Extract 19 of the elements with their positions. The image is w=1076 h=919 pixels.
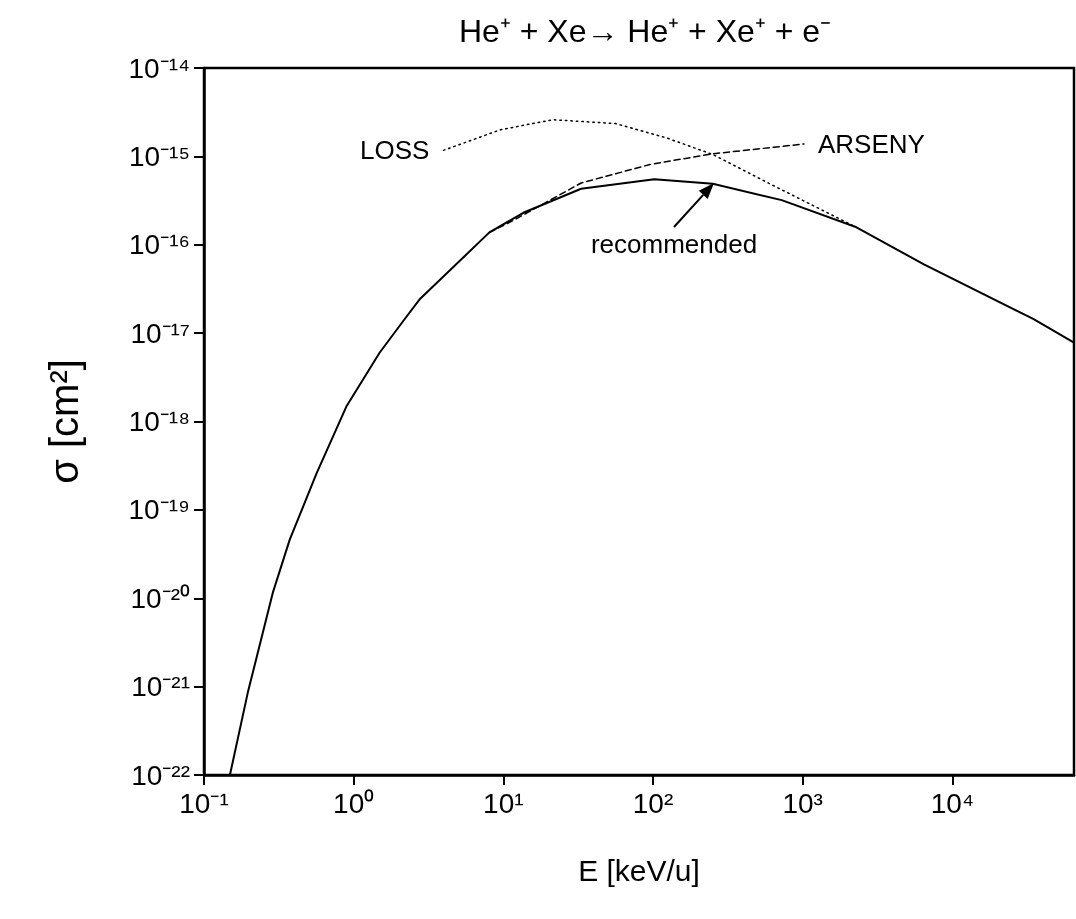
x-tick-label: 10⁰	[333, 787, 375, 819]
y-tick-label: 10⁻¹⁷	[130, 317, 190, 349]
series-label: LOSS	[360, 135, 430, 166]
chart-title: He⁺ + Xe→ He⁺ + Xe⁺ + e⁻	[458, 13, 832, 49]
y-axis-title: σ [cm²]	[42, 359, 86, 484]
x-tick-label: 10³	[782, 787, 823, 819]
x-tick-label: 10¹	[483, 787, 524, 819]
y-tick-label: 10⁻¹⁸	[128, 406, 190, 437]
x-tick-label: 10⁴	[930, 787, 974, 819]
y-tick-label: 10⁻¹⁴	[128, 52, 190, 84]
y-tick-label: 10⁻¹⁵	[128, 140, 190, 172]
y-tick-label: 10⁻¹⁹	[128, 494, 190, 526]
series-label: ARSENY	[817, 129, 925, 160]
y-tick-label: 10⁻¹⁶	[129, 229, 190, 261]
y-tick-label: 10⁻²¹	[131, 671, 190, 703]
x-axis-title: E [keV/u]	[578, 853, 700, 887]
y-tick-label: 10⁻²⁰	[130, 582, 190, 614]
annotation: recommended	[590, 229, 758, 259]
x-tick-label: 10²	[632, 787, 674, 819]
